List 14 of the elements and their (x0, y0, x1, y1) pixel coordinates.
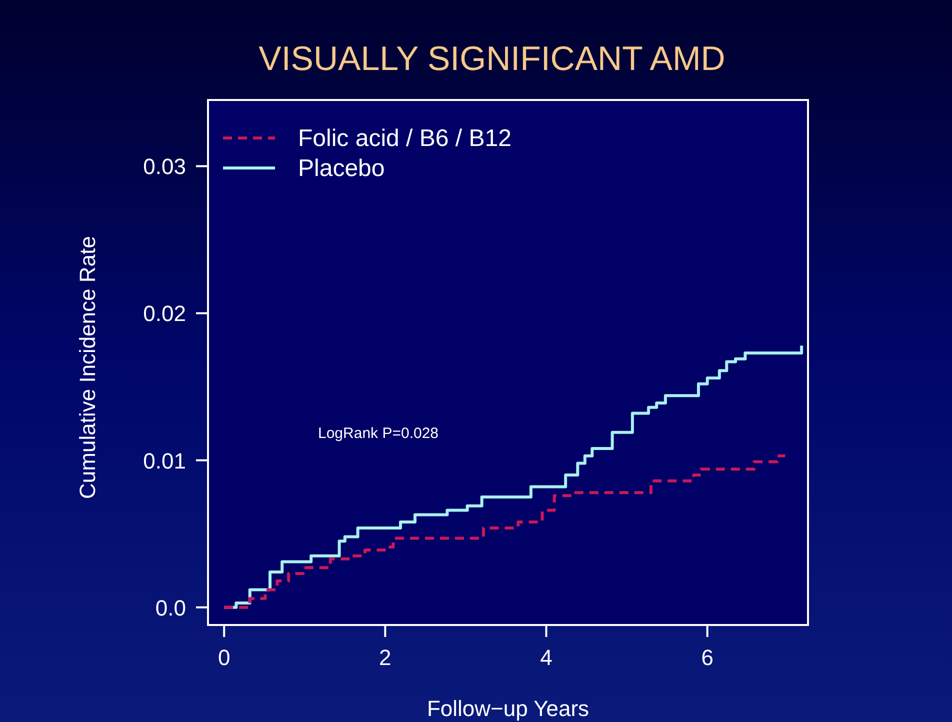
x-tick-label: 6 (701, 645, 714, 670)
legend-label: Placebo (298, 155, 385, 182)
annotation: LogRank P=0.028 (318, 425, 439, 442)
chart-title: VISUALLY SIGNIFICANT AMD (258, 40, 726, 78)
legend-label: Folic acid / B6 / B12 (298, 125, 512, 152)
y-tick-label: 0.02 (143, 301, 186, 326)
y-tick-label: 0.03 (143, 154, 186, 180)
y-tick-label: 0.0 (155, 595, 186, 620)
y-axis-title: Cumulative Incidence Rate (75, 236, 100, 499)
x-tick-label: 4 (540, 645, 552, 670)
y-tick-label: 0.01 (143, 448, 186, 474)
x-axis-title: Follow−up Years (426, 696, 590, 721)
x-tick-label: 2 (379, 645, 392, 670)
x-tick-label: 0 (218, 645, 230, 670)
